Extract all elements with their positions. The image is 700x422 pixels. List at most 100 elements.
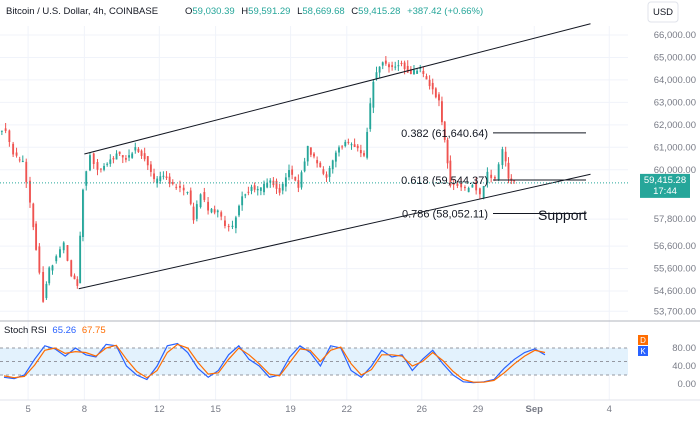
candle-body: [118, 151, 121, 154]
support-annotation: Support: [538, 207, 587, 223]
price-tick-label: 53,700.00: [654, 306, 696, 317]
candle-body: [109, 159, 112, 164]
fib-level-label: 0.382 (61,640.64): [401, 128, 488, 140]
candle-body: [341, 146, 344, 148]
candle-body: [460, 183, 463, 188]
candle-body: [15, 152, 18, 156]
candle-body: [124, 158, 127, 160]
candle-body: [284, 177, 287, 187]
candle-body: [179, 185, 181, 188]
candle-body: [449, 160, 452, 186]
price-tick-label: 61,000.00: [654, 142, 696, 153]
candle-body: [137, 148, 140, 152]
candle-body: [59, 249, 61, 258]
candle-body: [92, 153, 95, 164]
candle-body: [463, 187, 466, 189]
stoch-tick-label: 80.00: [672, 343, 696, 354]
candle-body: [76, 279, 79, 286]
time-tick-label: Sep: [526, 404, 544, 415]
candle-body: [400, 62, 403, 64]
open-value: 59,030.39: [192, 6, 234, 17]
stoch-badge-letter: K: [640, 347, 646, 356]
fib-level-label: 0.786 (58,052.11): [402, 209, 488, 221]
stoch-badge-d: [638, 335, 648, 345]
candle-body: [419, 67, 422, 69]
candle-body: [29, 180, 31, 203]
candle-body: [425, 76, 428, 80]
channel-upper-line[interactable]: [84, 23, 591, 155]
candle-body: [162, 175, 165, 177]
candle-body: [446, 139, 449, 164]
stoch-badge-k: [638, 346, 648, 356]
candle-body: [89, 155, 91, 171]
candle-body: [452, 183, 455, 185]
candle-body: [422, 70, 425, 74]
candle-body: [347, 141, 350, 143]
candle-body: [21, 160, 24, 163]
candle-body: [115, 153, 118, 160]
candle-body: [146, 156, 149, 166]
candle-body: [513, 180, 516, 182]
candle-body: [238, 205, 240, 216]
candle-body: [0, 130, 3, 132]
candle-body: [220, 212, 223, 217]
candle-body: [18, 159, 21, 161]
price-tick-label: 54,600.00: [654, 286, 696, 297]
price-tick-label: 60,000.00: [654, 165, 696, 176]
candle-body: [316, 160, 319, 164]
candle-body: [428, 79, 431, 87]
candle-body: [413, 69, 415, 75]
candle-body: [12, 143, 15, 155]
price-tag: 59,415.28 17:44: [640, 173, 690, 198]
stoch-tick-label: 40.00: [672, 361, 696, 372]
candle-body: [99, 168, 102, 170]
candle-body: [269, 180, 272, 183]
currency-button[interactable]: [647, 1, 679, 23]
candle-body: [25, 161, 28, 183]
candle-body: [338, 147, 340, 153]
candle-body: [159, 176, 162, 182]
time-axis[interactable]: 5 8 12 15 19 22 26 29 Sep 4: [25, 404, 611, 415]
low-label: L: [297, 6, 302, 17]
candle-body: [186, 192, 189, 194]
time-tick-label: 4: [607, 404, 612, 415]
candle-body: [175, 186, 178, 188]
candle-body: [241, 196, 244, 206]
candle-body: [381, 62, 384, 66]
time-tick-label: 8: [82, 404, 87, 415]
candle-body: [143, 153, 146, 160]
candle-body: [247, 191, 250, 193]
candle-body: [244, 194, 247, 196]
candle-body: [313, 153, 315, 157]
candle-body: [334, 152, 337, 162]
high-value: 59,591.29: [248, 6, 290, 17]
candle-body: [322, 169, 325, 174]
candle-body: [300, 172, 303, 188]
stoch-d-value: 67.75: [82, 325, 106, 336]
candle-body: [128, 155, 130, 158]
candle-body: [85, 171, 88, 186]
candle-body: [82, 189, 84, 237]
candle-body: [51, 265, 54, 271]
candle-body: [291, 169, 294, 175]
time-tick-label: 5: [25, 404, 30, 415]
symbol-label[interactable]: Bitcoin / U.S. Dollar, 4h, COINBASE: [6, 6, 158, 17]
candle-body: [309, 147, 312, 155]
candle-body: [8, 130, 11, 143]
candle-body: [378, 66, 381, 73]
candle-body: [96, 162, 99, 170]
candle-body: [199, 194, 202, 208]
candle-body: [490, 174, 493, 178]
price-tick-label: 62,000.00: [654, 120, 696, 131]
channel-lower-line[interactable]: [78, 173, 591, 290]
stoch-k-line: [3, 342, 546, 384]
candle-body: [165, 176, 168, 179]
candle-body: [103, 165, 105, 170]
candle-body: [397, 65, 400, 67]
price-axis[interactable]: 66,000.00 65,000.00 64,000.00 63,000.00 62,0…: [654, 30, 696, 317]
candle-body: [35, 223, 38, 250]
candle-body: [478, 188, 481, 195]
candle-body: [434, 88, 437, 98]
candle-body: [195, 204, 198, 219]
